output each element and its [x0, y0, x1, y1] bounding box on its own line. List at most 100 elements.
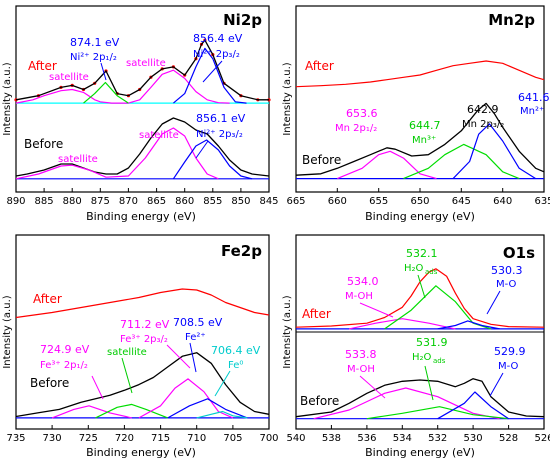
peak-label: Mn²⁺ [520, 106, 544, 117]
x-tick-label: 526 [534, 433, 550, 444]
annotation-arrow [100, 62, 107, 81]
peak-label: 533.8 [345, 348, 377, 361]
peak-label: 534.0 [347, 275, 379, 288]
series-line [173, 47, 247, 104]
x-tick-label: 536 [357, 433, 376, 444]
x-tick-label: 845 [259, 196, 278, 207]
x-tick-label: 875 [91, 196, 110, 207]
peak-label: Ni²⁺ 2p₃/₂ [193, 49, 240, 60]
before-curve-group [295, 378, 545, 420]
y-axis-label: Intensity (a.u.) [282, 62, 293, 135]
x-tick-label: 532 [428, 433, 447, 444]
panel-title: Fe2p [221, 242, 262, 260]
x-tick-label: 538 [322, 433, 341, 444]
peak-label-subscript: ads [425, 268, 438, 276]
panel-title: Mn2p [488, 11, 535, 29]
series-line [337, 150, 437, 180]
series-line [15, 39, 269, 101]
peak-label: M-OH [345, 291, 373, 302]
panel-o1s: 540 538 536 534 532 530 528 526 O1s Binding ene… [282, 234, 550, 459]
series-line [384, 285, 492, 330]
series-line [295, 60, 545, 88]
series-line [366, 406, 509, 420]
peak-label: M-O [496, 279, 517, 290]
before-curve-group [15, 117, 270, 180]
y-axis-label: Intensity (a.u.) [282, 295, 293, 368]
panel-title: O1s [503, 244, 535, 262]
x-tick-label: 725 [79, 433, 98, 444]
series-line [403, 143, 520, 180]
peak-label: Mn 2p₁/₂ [335, 123, 377, 134]
peak-label: 856.1 eV [196, 112, 246, 125]
peak-label: 706.4 eV [211, 344, 261, 357]
peak-label: 530.3 [491, 264, 523, 277]
peak-label: 642.9 [467, 103, 499, 116]
panel-ni2p: 890 885 880 875 870 865 860 855 850 845 Ni2p Bind… [2, 5, 279, 223]
series-line [83, 81, 129, 104]
annotation-arrow [166, 344, 191, 369]
before-curve-group [295, 102, 545, 180]
x-tick-label: 885 [35, 196, 54, 207]
x-tick-label: 655 [369, 196, 388, 207]
series-line [15, 117, 270, 177]
series-line [295, 268, 545, 328]
satellite-label: satellite [139, 130, 179, 141]
annotation-arrow [359, 375, 386, 399]
x-tick-label: 880 [63, 196, 82, 207]
peak-label: 641.6 [518, 91, 550, 104]
x-tick-label: 528 [499, 433, 518, 444]
series-line [172, 139, 253, 180]
group-label-before: Before [24, 137, 63, 151]
peak-label-subscript: ads [433, 357, 446, 365]
peak-label: 644.7 [409, 119, 441, 132]
peak-label: H₂O [404, 263, 424, 274]
after-curve-group [15, 288, 270, 319]
peak-label: 529.9 [494, 345, 526, 358]
annotation-arrow [359, 302, 394, 318]
satellite-label: satellite [49, 72, 89, 83]
x-tick-label: 710 [187, 433, 206, 444]
series-line [167, 398, 248, 419]
x-tick-label: 730 [43, 433, 62, 444]
annotation-arrow [417, 274, 426, 299]
series-line [15, 352, 270, 418]
peak-label: H₂O [412, 352, 432, 363]
peak-label: Fe³⁺ 2p₁/₂ [40, 360, 88, 371]
x-tick-label: 660 [328, 196, 347, 207]
annotation-arrow [121, 357, 133, 394]
series-line [348, 318, 456, 330]
series-line [15, 127, 219, 180]
x-tick-label: 534 [393, 433, 412, 444]
annotation-arrow [91, 375, 104, 400]
series-line [437, 391, 509, 420]
x-tick-label: 720 [115, 433, 134, 444]
x-axis-label: Binding energy (eV) [365, 446, 475, 459]
x-tick-label: 735 [6, 433, 25, 444]
x-tick-label: 665 [286, 196, 305, 207]
series-line [437, 320, 500, 330]
series-line [95, 403, 169, 419]
peak-label: 708.5 eV [173, 316, 223, 329]
annotation-arrow [189, 342, 197, 373]
series-line [15, 288, 270, 319]
series-line [295, 102, 545, 176]
x-tick-label: 865 [147, 196, 166, 207]
x-axis-label: Binding energy (eV) [86, 210, 196, 223]
x-tick-label: 860 [175, 196, 194, 207]
series-line [51, 405, 132, 419]
peak-label: 653.6 [346, 107, 378, 120]
y-axis-label: Intensity (a.u.) [2, 62, 13, 135]
annotation-arrow [195, 140, 209, 159]
x-tick-label: 705 [223, 433, 242, 444]
x-tick-label: 850 [231, 196, 250, 207]
group-label-after: After [302, 307, 331, 321]
peak-label: Mn³⁺ [412, 135, 436, 146]
after-curve-group [14, 38, 271, 104]
group-label-after: After [305, 59, 334, 73]
series-line [452, 123, 537, 180]
peak-label: Ni²⁺ 2p₃/₂ [196, 129, 243, 140]
before-curve-group [15, 352, 270, 419]
x-tick-label: 530 [464, 433, 483, 444]
x-tick-label: 700 [259, 433, 278, 444]
